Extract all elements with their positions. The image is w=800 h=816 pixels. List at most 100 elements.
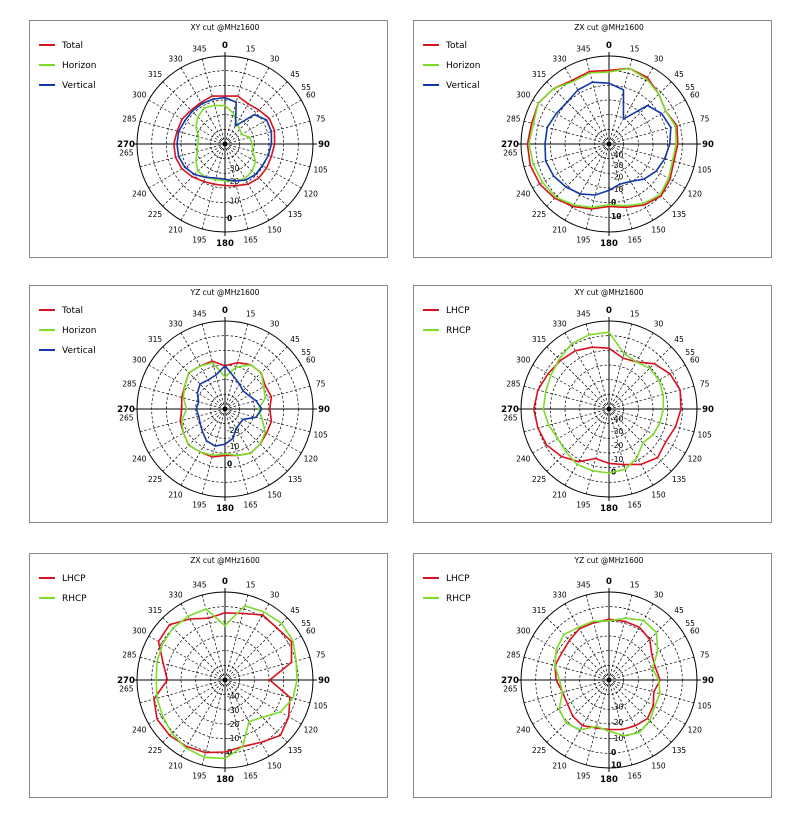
angle-label: 60: [690, 627, 700, 636]
angle-label: 135: [672, 746, 687, 755]
legend-label: Total: [61, 306, 83, 316]
angle-label: 165: [627, 236, 642, 245]
angle-label: 330: [552, 590, 567, 599]
angle-label: 315: [532, 335, 547, 344]
angle-label: 195: [192, 236, 207, 245]
angle-label: 105: [313, 702, 328, 711]
grid-spoke: [180, 408, 226, 486]
angle-label: 300: [516, 91, 531, 100]
angle-label: 240: [132, 726, 147, 735]
grid-spoke: [546, 679, 610, 743]
grid-spoke: [148, 679, 226, 725]
angle-label: 150: [651, 226, 666, 235]
angle-label: 300: [516, 627, 531, 636]
grid-spoke: [608, 635, 686, 681]
angle-label: 90: [318, 676, 330, 686]
grid-spoke: [608, 67, 654, 145]
series-line-horizon: [528, 67, 678, 209]
angle-label: 165: [627, 501, 642, 510]
angle-label: 300: [132, 356, 147, 365]
grid-spoke: [532, 364, 610, 410]
angle-label: 270: [117, 405, 135, 415]
radial-tick-label: -10: [227, 734, 239, 743]
grid-spoke: [532, 679, 610, 725]
angle-label: 265: [503, 414, 518, 423]
radial-tick-label: -20: [227, 720, 239, 729]
angle-label: 75: [316, 650, 326, 659]
angle-label: 345: [576, 44, 591, 53]
grid-spoke: [546, 81, 610, 145]
legend-label: Horizon: [62, 326, 96, 336]
grid-spoke: [608, 120, 695, 145]
grid-spoke: [224, 58, 249, 145]
grid-spoke: [608, 364, 686, 410]
angle-label: 90: [318, 405, 330, 415]
angle-label: 55: [301, 619, 311, 628]
grid-spoke: [162, 408, 226, 472]
grid-spoke: [224, 408, 288, 472]
angle-label: 105: [697, 431, 712, 440]
angle-label: 265: [503, 149, 518, 158]
angle-label: 240: [516, 190, 531, 199]
grid-spoke: [546, 143, 610, 207]
angle-label: 330: [168, 590, 183, 599]
legend-label: Horizon: [446, 61, 480, 71]
series-line-vertical: [195, 365, 263, 447]
angle-label: 225: [148, 210, 163, 219]
series-line-lhcp: [554, 618, 661, 731]
grid-spoke: [585, 323, 610, 410]
angle-label: 120: [304, 726, 319, 735]
grid-spoke: [608, 81, 672, 145]
angle-label: 285: [122, 650, 137, 659]
grid-spoke: [224, 143, 288, 207]
angle-label: 165: [243, 236, 258, 245]
chart-title: YZ cut @MHz1600: [190, 288, 260, 297]
polar-chart-yz-total: YZ cut @MHz1600 0 15 30 45 55 60 75 90 105 120 135 1…: [29, 285, 388, 523]
angle-label: 180: [216, 504, 234, 514]
angle-label: 315: [148, 70, 163, 79]
grid-spoke: [201, 408, 226, 495]
angle-label: 90: [702, 676, 714, 686]
angle-label: 75: [700, 379, 710, 388]
grid-spoke: [224, 679, 270, 757]
angle-label: 105: [313, 166, 328, 175]
angle-label: 0: [222, 306, 228, 316]
grid-spoke: [608, 603, 654, 681]
angle-label: 0: [222, 577, 228, 587]
angle-label: 210: [552, 762, 567, 771]
angle-label: 315: [148, 606, 163, 615]
grid-spoke: [224, 67, 270, 145]
grid-spoke: [608, 408, 633, 495]
radial-tick-label: 0: [611, 198, 616, 207]
grid-spoke: [546, 346, 610, 410]
angle-label: 330: [552, 319, 567, 328]
grid-spoke: [564, 332, 610, 410]
angle-label: 195: [192, 772, 207, 781]
angle-label: 285: [506, 379, 521, 388]
legend-label: Total: [61, 41, 83, 51]
radial-tick-label: -30: [611, 161, 623, 170]
angle-label: 150: [267, 762, 282, 771]
angle-label: 0: [222, 41, 228, 51]
legend-label: Vertical: [62, 81, 96, 91]
grid-spoke: [608, 679, 654, 757]
angle-label: 240: [132, 190, 147, 199]
angle-label: 345: [576, 580, 591, 589]
grid-spoke: [224, 143, 311, 168]
grid-spoke: [224, 332, 270, 410]
grid-spoke: [564, 67, 610, 145]
angle-label: 345: [192, 580, 207, 589]
grid-spoke: [224, 594, 249, 681]
angle-label: 55: [301, 348, 311, 357]
angle-label: 330: [552, 54, 567, 63]
angle-label: 195: [576, 501, 591, 510]
grid-spoke: [608, 143, 654, 221]
grid-spoke: [224, 408, 311, 433]
chart-title: XY cut @MHz1600: [575, 288, 644, 297]
angle-label: 30: [270, 54, 280, 63]
angle-label: 120: [688, 455, 703, 464]
grid-spoke: [148, 635, 226, 681]
grid-spoke: [180, 67, 226, 145]
